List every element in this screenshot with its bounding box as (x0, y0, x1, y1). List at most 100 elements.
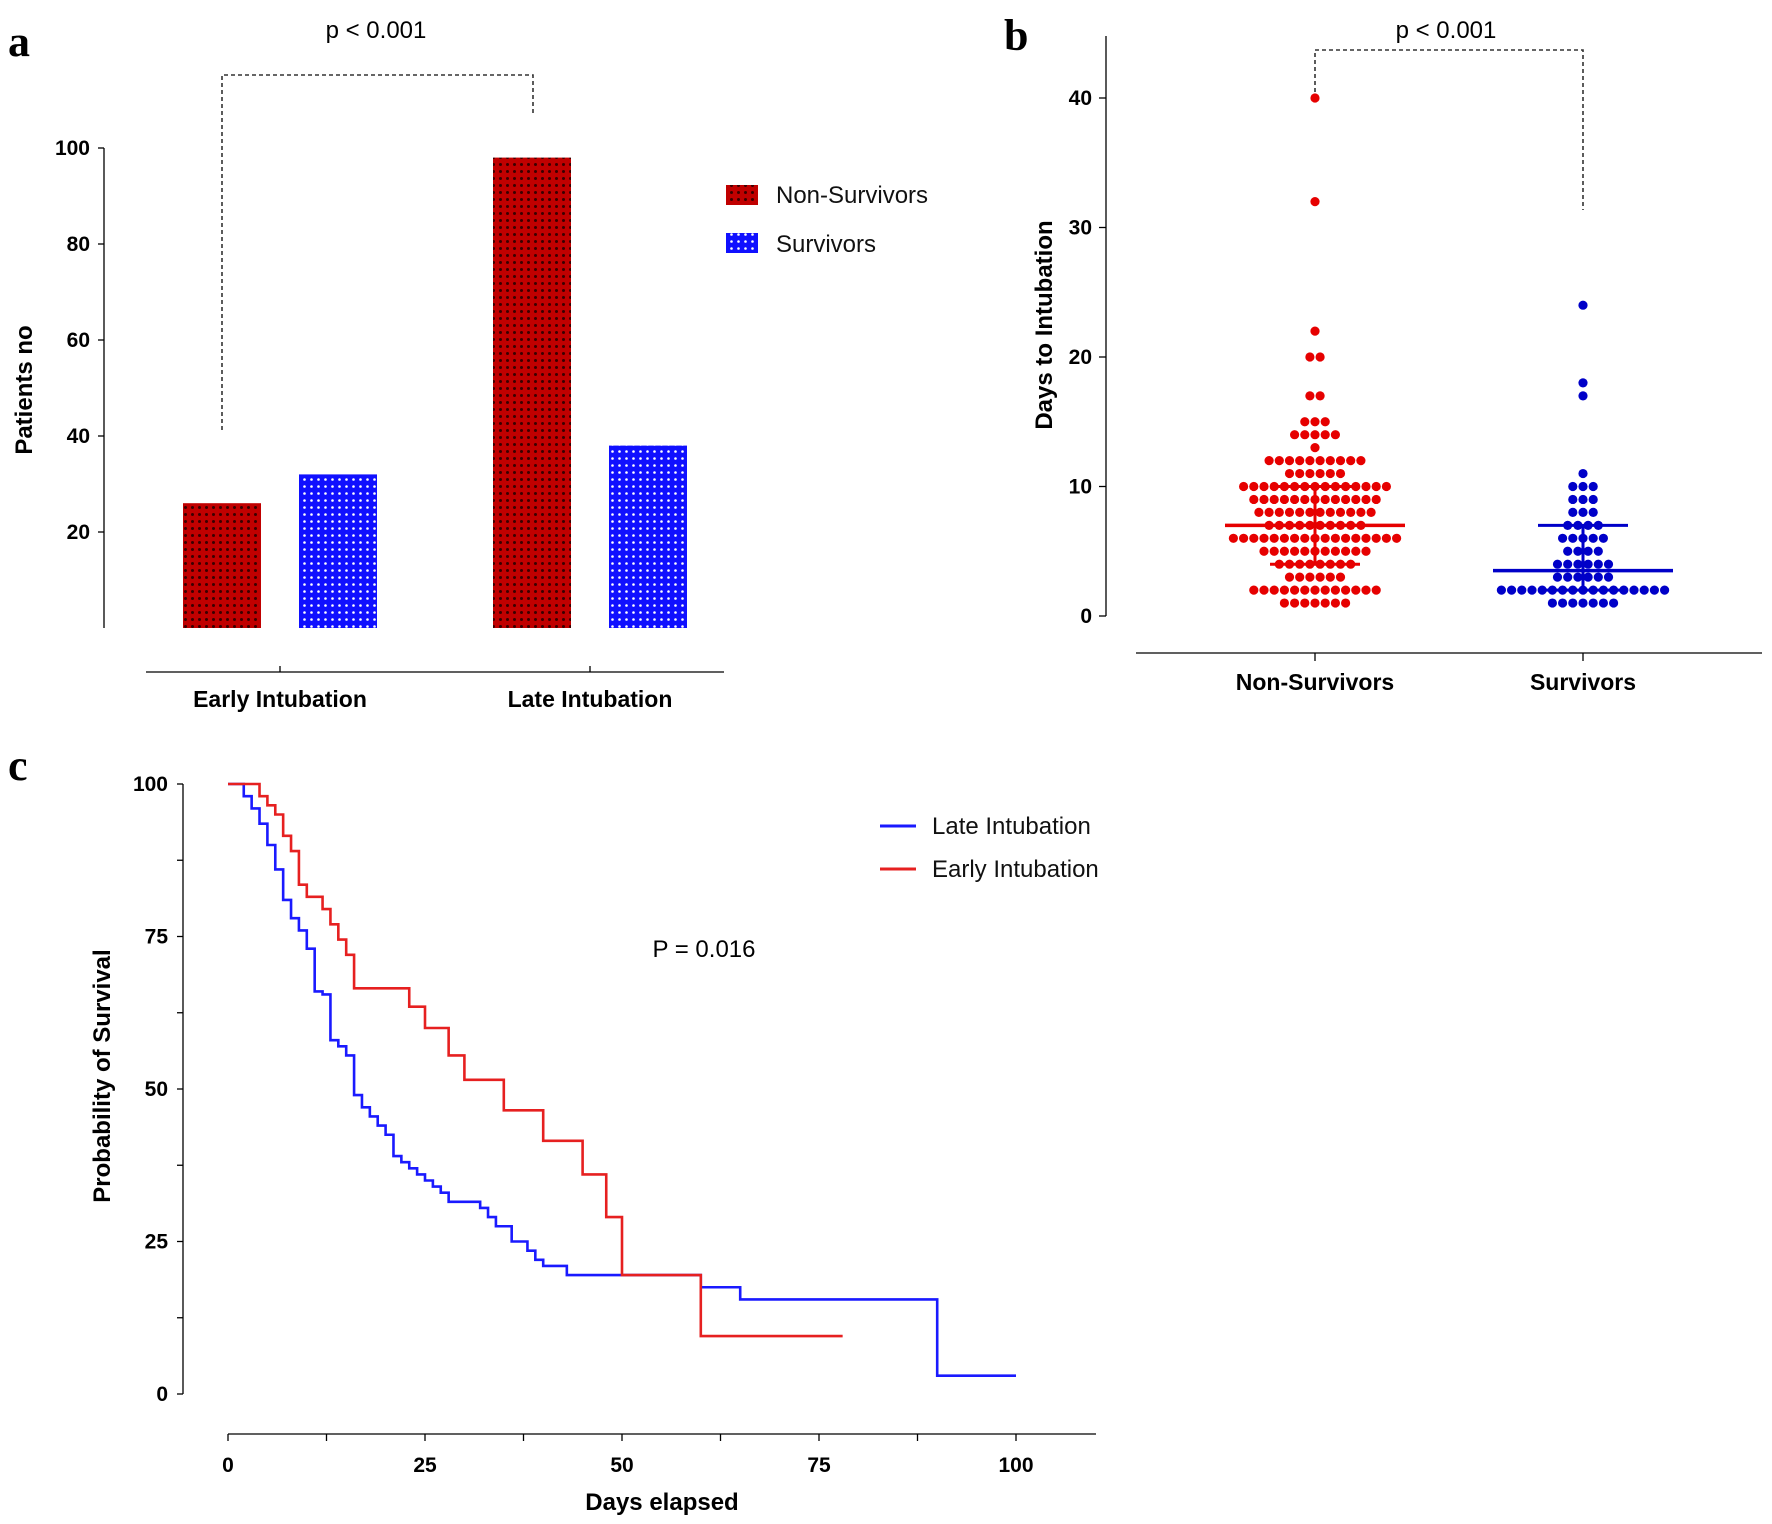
point-non-survivors-day-6 (1290, 533, 1300, 543)
point-survivors-day-2 (1639, 585, 1649, 595)
point-non-survivors-day-8 (1366, 507, 1376, 517)
point-survivors-day-9 (1578, 494, 1588, 505)
point-non-survivors-day-14 (1290, 430, 1300, 440)
panel-a-significance-bracket (221, 74, 534, 430)
point-survivors-day-2 (1629, 585, 1639, 595)
point-survivors-day-8 (1588, 507, 1598, 517)
point-survivors-day-6 (1598, 533, 1608, 543)
point-non-survivors-day-8 (1264, 507, 1274, 517)
panel-a-category-late-intubation: Late Intubation (508, 686, 673, 712)
point-non-survivors-day-6 (1320, 533, 1330, 543)
point-survivors-day-9 (1568, 494, 1578, 505)
point-non-survivors-day-2 (1249, 585, 1259, 595)
panel-b-category-survivors: Survivors (1530, 669, 1636, 695)
panel-a-y-tick-label: 20 (67, 521, 90, 544)
point-non-survivors-day-22 (1310, 326, 1320, 336)
point-survivors-day-5 (1563, 546, 1573, 556)
point-survivors-day-5 (1573, 546, 1583, 556)
point-survivors-day-6 (1588, 533, 1598, 543)
point-non-survivors-day-9 (1371, 494, 1381, 505)
panel-c-survival-curves (228, 782, 1016, 1377)
point-non-survivors-day-6 (1228, 533, 1238, 543)
point-survivors-day-4 (1573, 559, 1583, 569)
point-non-survivors-day-6 (1361, 533, 1371, 543)
point-non-survivors-day-2 (1259, 585, 1269, 595)
point-survivors-day-3 (1552, 572, 1563, 582)
point-survivors-day-5 (1593, 546, 1603, 556)
legend-swatch-survivors (726, 233, 758, 253)
point-non-survivors-day-1 (1341, 598, 1351, 608)
panel-a: a p < 0.001 20 40 60 80 100 Patients no Earl… (8, 17, 928, 712)
point-survivors-day-1 (1558, 598, 1568, 608)
point-non-survivors-day-8 (1325, 507, 1335, 517)
point-non-survivors-day-9 (1300, 494, 1310, 505)
point-non-survivors-day-12 (1305, 456, 1315, 466)
point-non-survivors-day-5 (1290, 546, 1300, 556)
panel-c-p-value: P = 0.016 (653, 936, 756, 963)
panel-a-bars (183, 157, 687, 628)
point-non-survivors-day-3 (1295, 572, 1305, 582)
point-non-survivors-day-2 (1371, 585, 1381, 595)
point-survivors-day-10 (1568, 481, 1578, 492)
panel-a-y-axis-label: Patients no (11, 325, 38, 454)
panel-b-p-value: p < 0.001 (1396, 17, 1497, 44)
panel-b: b p < 0.001 0 10 20 30 40 Days to Intubation… (1004, 11, 1762, 695)
panel-c-y-tick-label: 50 (145, 1078, 168, 1101)
point-non-survivors-day-3 (1284, 572, 1295, 582)
panel-a-y-tick-label: 80 (67, 233, 90, 256)
point-survivors-day-1 (1547, 598, 1557, 608)
point-non-survivors-day-12 (1346, 456, 1356, 466)
point-non-survivors-day-3 (1335, 572, 1346, 582)
point-non-survivors-day-2 (1341, 585, 1351, 595)
point-survivors-day-1 (1568, 598, 1578, 608)
panel-c-x-tick-label: 0 (222, 1454, 234, 1477)
point-non-survivors-day-20 (1305, 352, 1315, 362)
panel-c-x-axis: 0 25 50 75 100 (222, 1433, 1096, 1477)
point-survivors-day-2 (1496, 585, 1506, 595)
panel-c-y-tick-label: 75 (145, 926, 169, 949)
point-non-survivors-day-12 (1274, 456, 1284, 466)
panel-label-c: c (8, 741, 28, 790)
point-non-survivors-day-6 (1249, 533, 1259, 543)
point-non-survivors-day-2 (1361, 585, 1371, 595)
point-non-survivors-day-5 (1341, 546, 1351, 556)
point-non-survivors-day-11 (1295, 468, 1305, 479)
point-non-survivors-day-9 (1290, 494, 1300, 505)
point-non-survivors-day-12 (1295, 456, 1305, 466)
point-survivors-day-6 (1568, 533, 1578, 543)
point-non-survivors-day-5 (1300, 546, 1310, 556)
point-non-survivors-day-9 (1269, 494, 1279, 505)
point-non-survivors-day-10 (1361, 481, 1371, 492)
point-survivors-day-8 (1578, 507, 1588, 517)
point-non-survivors-day-6 (1330, 533, 1340, 543)
point-survivors-day-4 (1603, 559, 1614, 569)
bar-non-survivors-late-intubation (493, 157, 571, 628)
point-non-survivors-day-5 (1279, 546, 1289, 556)
point-non-survivors-day-5 (1259, 546, 1269, 556)
panel-a-p-value: p < 0.001 (326, 17, 427, 44)
point-non-survivors-day-6 (1341, 533, 1351, 543)
point-non-survivors-day-1 (1300, 598, 1310, 608)
point-non-survivors-day-1 (1290, 598, 1300, 608)
panel-b-category-non-survivors: Non-Survivors (1236, 669, 1394, 695)
point-non-survivors-day-11 (1305, 468, 1315, 479)
point-non-survivors-day-14 (1320, 430, 1330, 440)
point-non-survivors-day-12 (1264, 456, 1274, 466)
panel-label-b: b (1004, 11, 1028, 60)
point-non-survivors-day-14 (1330, 430, 1340, 440)
point-survivors-day-3 (1583, 572, 1593, 582)
survival-curve-early-intubation (228, 782, 843, 1338)
point-non-survivors-day-12 (1335, 456, 1346, 466)
panel-c-y-tick-label: 0 (156, 1383, 168, 1406)
point-survivors-day-17 (1578, 391, 1588, 401)
point-non-survivors-day-9 (1279, 494, 1289, 505)
point-survivors-day-18 (1578, 378, 1588, 388)
point-non-survivors-day-11 (1284, 468, 1295, 479)
point-non-survivors-day-8 (1284, 507, 1295, 517)
point-non-survivors-day-17 (1315, 391, 1325, 401)
point-survivors-day-6 (1558, 533, 1568, 543)
point-survivors-day-2 (1660, 585, 1670, 595)
point-non-survivors-day-6 (1269, 533, 1279, 543)
point-survivors-day-4 (1563, 559, 1573, 569)
panel-b-y-axis: 0 10 20 30 40 (1069, 36, 1107, 628)
